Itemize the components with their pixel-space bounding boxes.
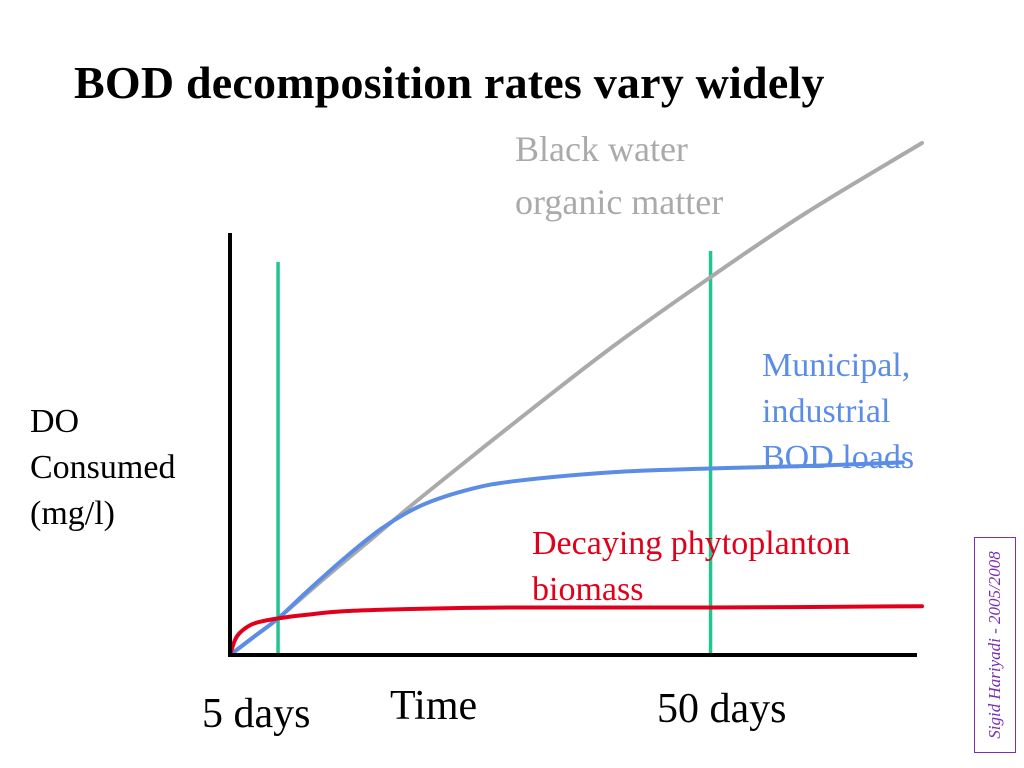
- marker-layer: [276, 251, 713, 655]
- series-line: [228, 604, 924, 657]
- series-label-line: Black water: [515, 129, 688, 169]
- series-label-line: industrial: [762, 393, 891, 430]
- author-signature: Sigid Hariyadi - 2005/2008: [974, 537, 1016, 753]
- y-axis-label-line: (mg/l): [30, 495, 115, 532]
- series-label-phytoplankton: Decaying phytoplanton biomass: [532, 521, 850, 613]
- y-axis-label: DO Consumed (mg/l): [30, 399, 175, 537]
- x-tick-label: 50 days: [657, 686, 787, 732]
- signature-text: Sigid Hariyadi - 2005/2008: [985, 551, 1004, 739]
- slide-title: BOD decomposition rates vary widely: [74, 57, 825, 108]
- series-label-line: Municipal,: [762, 347, 911, 384]
- series-label-line: Decaying phytoplanton: [532, 525, 851, 562]
- series-label-black-water: Black water organic matter: [515, 123, 723, 229]
- series-label-line: biomass: [532, 571, 644, 608]
- series-label-municipal: Municipal, industrial BOD loads: [762, 343, 914, 481]
- series-layer: [228, 141, 924, 657]
- y-axis-label-line: DO: [30, 403, 80, 440]
- series-label-line: BOD loads: [762, 439, 915, 476]
- y-axis-label-line: Consumed: [30, 449, 176, 486]
- x-tick-label: 5 days: [202, 691, 311, 737]
- x-axis-label: Time: [390, 683, 478, 729]
- series-label-line: organic matter: [515, 182, 724, 222]
